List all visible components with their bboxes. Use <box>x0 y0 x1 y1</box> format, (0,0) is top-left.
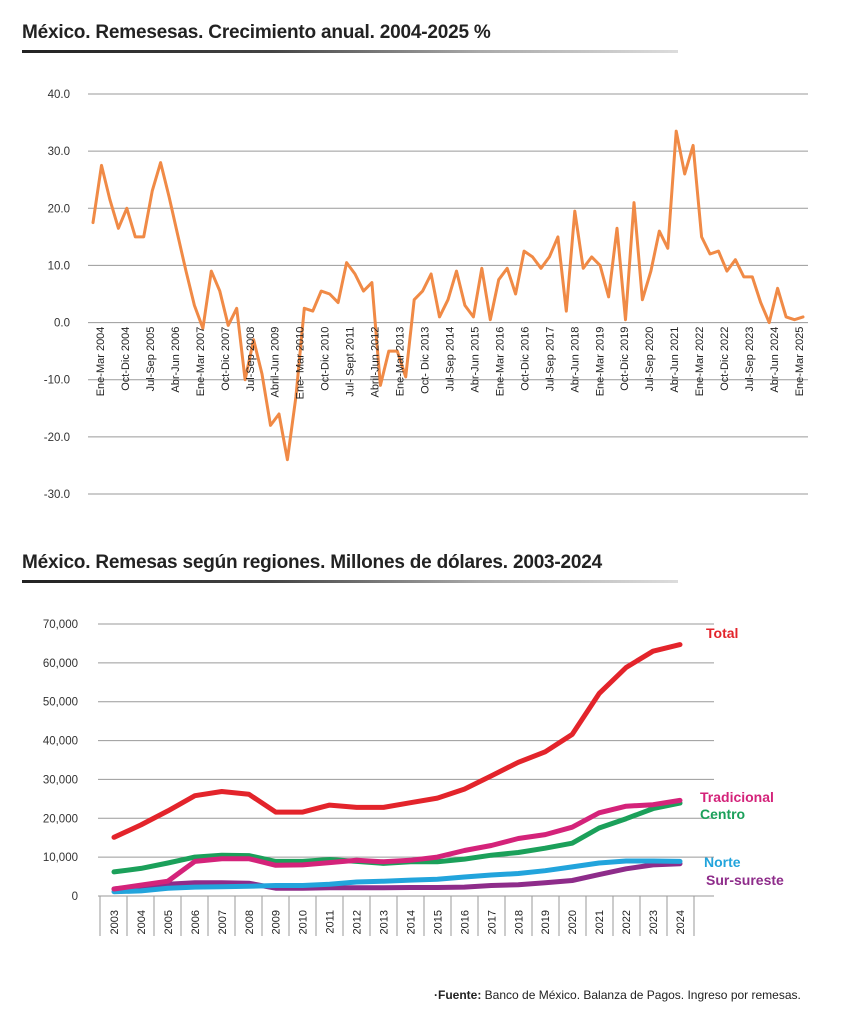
source-text: Banco de México. Balanza de Pagos. Ingre… <box>481 988 801 1002</box>
chart2-series-label-sur-sureste: Sur-sureste <box>706 872 784 888</box>
chart2-x-tick-label: 2024 <box>675 910 687 934</box>
source-label: ·Fuente: <box>434 988 482 1002</box>
chart1-title: México. Remesesas. Crecimiento anual. 20… <box>22 22 491 43</box>
chart2-x-tick-label: 2015 <box>432 910 444 934</box>
chart2-series-line-sur-sureste <box>111 861 683 892</box>
chart1-y-tick-label: -20.0 <box>44 432 70 444</box>
chart2-x-tick-label: 2017 <box>486 910 498 934</box>
chart1-x-tick-label: Abril-Jun 2012 <box>370 327 382 398</box>
chart2-x-tick-label: 2014 <box>405 910 417 934</box>
chart2-x-tick-label: 2021 <box>594 910 606 934</box>
chart2-title-underline <box>22 580 678 583</box>
chart1-x-tick-label: Oct-Dic 2007 <box>220 327 232 391</box>
chart1-y-tick-label: -30.0 <box>44 489 70 501</box>
chart1-x-tick-label: Ene-Mar 2004 <box>95 327 107 397</box>
chart2-x-tick-label: 2023 <box>648 910 660 934</box>
chart2-x-tick-label: 2016 <box>459 910 471 934</box>
chart1-x-tick-label: Abr-Jun 2006 <box>170 327 182 393</box>
chart1-x-tick-label: Ene-Mar 2025 <box>794 327 806 397</box>
chart1-x-tick-label: Oct-Dic 2010 <box>320 327 332 391</box>
chart1-x-tick-label: Jul-Sep 2014 <box>445 327 457 392</box>
chart1-y-tick-label: -10.0 <box>44 375 70 387</box>
chart1-x-tick-label: Oct-Dic 2004 <box>120 327 132 391</box>
chart2-y-tick-label: 50,000 <box>43 697 78 709</box>
chart1-x-tick-label: Ene-Mar 2007 <box>195 327 207 397</box>
chart2-x-tick-label: 2010 <box>298 910 310 934</box>
chart2-series-label-tradicional: Tradicional <box>700 789 774 805</box>
chart1-x-tick-label: Ene-Mar 2019 <box>594 327 606 397</box>
chart2-x-tick-label: 2008 <box>244 910 256 934</box>
chart2-x-tick-label: 2019 <box>540 910 552 934</box>
chart1-x-tick-label: Oct-Dic 2016 <box>519 327 531 391</box>
chart1-x-tick-label: Oct-Dic 2022 <box>719 327 731 391</box>
chart1-series-line <box>91 129 805 462</box>
chart2-x-tick-label: 2012 <box>352 910 364 934</box>
chart2-series-line-norte <box>111 858 683 895</box>
chart2-x-tick-label: 2009 <box>271 910 283 934</box>
chart2-x-tick-label: 2018 <box>513 910 525 934</box>
chart1-y-tick-label: 20.0 <box>48 203 70 215</box>
chart1-x-tick-label: Abr-Jun 2018 <box>569 327 581 393</box>
chart1-y-tick-label: 40.0 <box>48 89 70 101</box>
chart1-x-tick-label: Abr-Jun 2015 <box>469 327 481 393</box>
chart2-series-line-total <box>111 642 683 840</box>
chart1-x-tick-label: Jul-Sep 2023 <box>744 327 756 392</box>
chart2-y-tick-label: 60,000 <box>43 658 78 670</box>
chart2-regions-line-chart: 70,000 60,000 50,000 40,000 30,000 20,000 10,0… <box>43 619 784 936</box>
chart1-x-tick-label: Ene-Mar 2016 <box>494 327 506 397</box>
chart1-x-tick-label: Jul-Sep 2017 <box>544 327 556 392</box>
chart2-y-tick-label: 20,000 <box>43 813 78 825</box>
chart2-x-tick-label: 2004 <box>136 910 148 934</box>
chart2-x-tick-label: 2003 <box>109 910 121 934</box>
chart1-y-tick-label: 10.0 <box>48 260 70 272</box>
chart1-x-tick-label: Ene-Mar 2013 <box>395 327 407 397</box>
chart2-series-label-total: Total <box>706 625 738 641</box>
chart1-x-tick-label: Jul-Sep 2005 <box>145 327 157 392</box>
chart2-series-label-centro: Centro <box>700 806 745 822</box>
chart1-x-tick-label: Ene-Mar 2022 <box>694 327 706 397</box>
chart2-y-tick-label: 0 <box>72 891 78 903</box>
chart1-x-tick-label: Jul- Sept 2011 <box>345 327 357 397</box>
chart1-x-tick-label: Abr-Jun 2024 <box>769 327 781 393</box>
chart1-x-tick-label: Ene- Mar 2010 <box>295 327 307 400</box>
chart1-y-tick-label: 30.0 <box>48 146 70 158</box>
source-note: ·Fuente: Banco de México. Balanza de Pag… <box>434 988 801 1002</box>
chart1-title-underline <box>22 50 678 53</box>
chart2-x-tick-label: 2007 <box>217 910 229 934</box>
chart2-x-tick-label: 2005 <box>163 910 175 934</box>
chart1-y-tick-label: 0.0 <box>54 318 70 330</box>
chart1-x-tick-label: Abr-Jun 2021 <box>669 327 681 393</box>
chart2-y-tick-label: 40,000 <box>43 736 78 748</box>
chart2-series-label-norte: Norte <box>704 854 741 870</box>
chart2-y-tick-label: 10,000 <box>43 852 78 864</box>
chart2-y-tick-label: 70,000 <box>43 619 78 631</box>
chart1-x-tick-label: Jul-Sep 2008 <box>245 327 257 392</box>
chart1-x-tick-label: Abril-Jun 2009 <box>270 327 282 398</box>
chart1-x-tick-label: Oct-Dic 2019 <box>619 327 631 391</box>
chart1-growth-line-chart: 40.0 30.0 20.0 10.0 0.0 -10.0 -20.0 -30.0 Ene-Ma… <box>44 89 808 501</box>
chart2-x-tick-label: 2006 <box>190 910 202 934</box>
chart2-x-tick-label: 2020 <box>567 910 579 934</box>
chart2-y-tick-label: 30,000 <box>43 774 78 786</box>
chart2-x-tick-label: 2011 <box>325 910 337 934</box>
chart2-x-tick-label: 2022 <box>621 910 633 934</box>
chart2-series-line-tradicional <box>111 797 683 892</box>
chart2-x-tick-label: 2013 <box>379 910 391 934</box>
chart1-x-tick-label: Jul-Sep 2020 <box>644 327 656 392</box>
chart2-title: México. Remesas según regiones. Millones… <box>22 552 603 573</box>
chart1-x-tick-label: Oct- Dic 2013 <box>420 327 432 394</box>
